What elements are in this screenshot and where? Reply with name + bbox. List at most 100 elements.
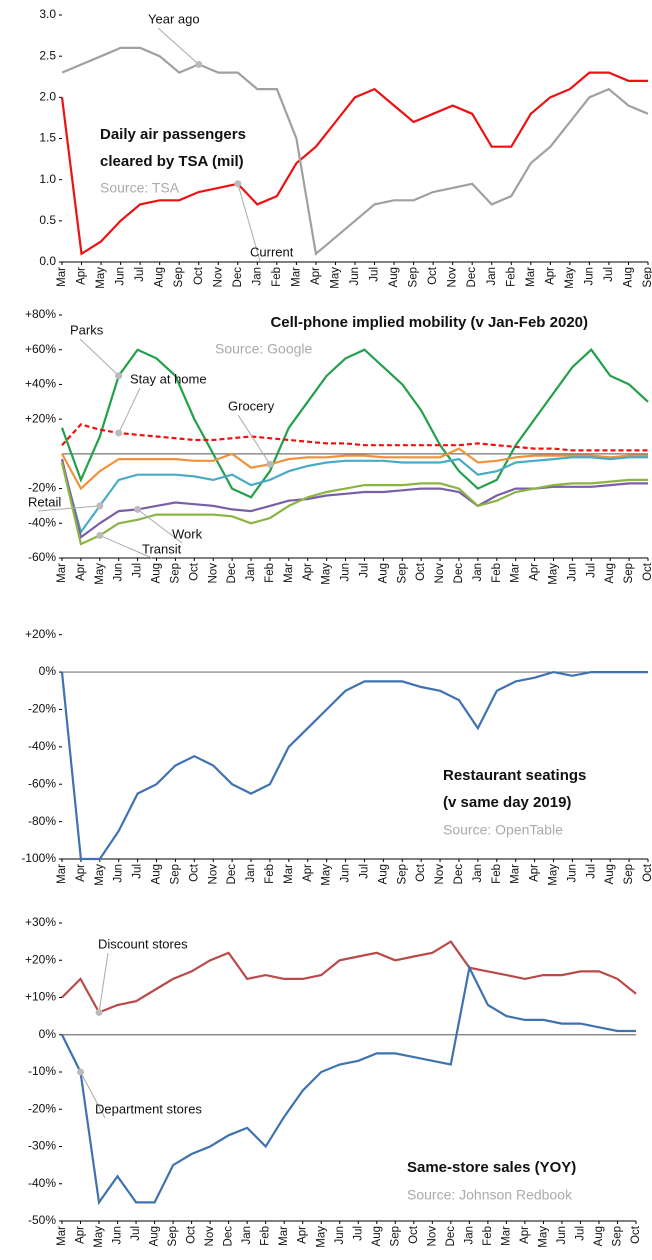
x-tick-label: Dec bbox=[226, 563, 238, 584]
chart-source: Source: TSA bbox=[100, 180, 180, 196]
x-tick-label: Sep bbox=[396, 864, 408, 884]
chart-source: Source: OpenTable bbox=[443, 822, 563, 838]
y-tick-label: 1.5 bbox=[39, 131, 56, 145]
chart-source: Source: Google bbox=[215, 341, 312, 357]
y-tick-label: 2.5 bbox=[39, 48, 56, 62]
x-tick-label: Nov bbox=[434, 563, 446, 584]
chart-title: cleared by TSA (mil) bbox=[100, 153, 244, 170]
callout-dot bbox=[234, 180, 242, 188]
y-tick-label: -60% bbox=[28, 776, 56, 790]
series-line bbox=[61, 447, 648, 491]
callout-line bbox=[80, 1071, 106, 1119]
callout-dot bbox=[195, 60, 203, 68]
x-tick-label: Aug bbox=[388, 267, 400, 287]
series-label: Discount stores bbox=[98, 936, 188, 951]
x-tick-label: Aug bbox=[371, 1226, 383, 1246]
x-tick-label: Sep bbox=[612, 1226, 624, 1246]
x-tick-label: Dec bbox=[445, 1226, 457, 1247]
x-tick-label: Nov bbox=[207, 563, 219, 584]
callout-line bbox=[157, 27, 200, 65]
x-tick-label: Oct bbox=[193, 266, 205, 285]
chart-title: Restaurant seatings bbox=[443, 767, 586, 784]
x-tick-label: Aug bbox=[151, 864, 163, 884]
series-line bbox=[61, 964, 636, 1206]
x-tick-label: Oct bbox=[630, 1225, 642, 1244]
series-line bbox=[61, 423, 648, 452]
x-tick-label: Feb bbox=[260, 1226, 272, 1246]
x-tick-label: Oct bbox=[188, 562, 200, 581]
x-tick-label: Apr bbox=[310, 267, 322, 285]
x-tick-label: Dec bbox=[453, 563, 465, 584]
x-tick-label: May bbox=[321, 864, 333, 886]
series-line bbox=[60, 348, 649, 499]
x-tick-label: Mar bbox=[56, 563, 68, 583]
x-tick-label: Jul bbox=[132, 563, 144, 578]
chart-title: Cell-phone implied mobility (v Jan-Feb 2… bbox=[270, 314, 588, 331]
x-tick-label: Jun bbox=[556, 1226, 568, 1245]
y-tick-label: +40% bbox=[25, 377, 56, 391]
y-tick-label: 0.5 bbox=[39, 213, 56, 227]
x-tick-label: Jul bbox=[358, 864, 370, 879]
x-tick-label: May bbox=[564, 267, 576, 289]
x-tick-label: Jan bbox=[486, 267, 498, 286]
y-tick-label: -20% bbox=[28, 1101, 56, 1115]
x-tick-label: Jun bbox=[334, 1226, 346, 1245]
series-label: Year ago bbox=[148, 11, 200, 26]
y-tick-label: -20% bbox=[28, 481, 56, 495]
y-tick-label: -100% bbox=[21, 851, 56, 865]
x-tick-label: Apr bbox=[76, 267, 88, 285]
y-tick-label: 0.0 bbox=[39, 254, 56, 268]
x-tick-label: Aug bbox=[604, 864, 616, 884]
x-tick-label: Feb bbox=[482, 1226, 494, 1246]
callout-line bbox=[98, 952, 109, 1013]
x-tick-label: Mar bbox=[525, 267, 537, 287]
x-tick-label: Jun bbox=[349, 267, 361, 286]
callout-line bbox=[137, 509, 183, 544]
x-tick-label: Apr bbox=[302, 864, 314, 882]
callout-line bbox=[237, 183, 261, 262]
y-tick-label: +60% bbox=[25, 342, 56, 356]
x-tick-label: Aug bbox=[604, 563, 616, 583]
chart-title: Same-store sales (YOY) bbox=[407, 1159, 576, 1176]
x-tick-label: Mar bbox=[290, 267, 302, 287]
x-tick-label: Feb bbox=[271, 267, 283, 287]
y-tick-label: +80% bbox=[25, 307, 56, 321]
x-tick-label: Nov bbox=[207, 864, 219, 885]
y-tick-label: 3.0 bbox=[39, 7, 56, 21]
callout-dot bbox=[266, 460, 274, 468]
chart-title: (v same day 2019) bbox=[443, 794, 571, 811]
callout-dot bbox=[134, 505, 142, 513]
callout-line bbox=[118, 387, 141, 434]
series-line bbox=[60, 456, 648, 535]
x-tick-label: Mar bbox=[283, 563, 295, 583]
x-tick-label: Jun bbox=[583, 267, 595, 286]
x-tick-label: Oct bbox=[188, 863, 200, 882]
series-label: Transit bbox=[142, 541, 182, 556]
x-tick-label: Jun bbox=[113, 563, 125, 582]
x-tick-label: Aug bbox=[154, 267, 166, 287]
x-tick-label: Jul bbox=[574, 1226, 586, 1241]
x-tick-label: Jun bbox=[113, 864, 125, 883]
y-tick-label: -10% bbox=[28, 1064, 56, 1078]
x-tick-label: Jul bbox=[130, 1226, 142, 1241]
y-tick-label: 0% bbox=[39, 1027, 57, 1041]
x-tick-label: Aug bbox=[149, 1226, 161, 1246]
x-tick-label: Jan bbox=[245, 864, 257, 883]
x-tick-label: Jan bbox=[463, 1226, 475, 1245]
y-tick-label: -20% bbox=[28, 702, 56, 716]
x-tick-label: Mar bbox=[56, 1226, 68, 1246]
x-tick-label: Feb bbox=[505, 267, 517, 287]
x-tick-label: Sep bbox=[167, 1226, 179, 1246]
x-tick-label: Dec bbox=[226, 864, 238, 885]
x-tick-label: Dec bbox=[453, 864, 465, 885]
x-tick-label: Sep bbox=[169, 864, 181, 884]
x-tick-label: Nov bbox=[204, 1226, 216, 1247]
callout-line bbox=[37, 505, 100, 512]
x-tick-label: Aug bbox=[622, 267, 634, 287]
x-tick-label: Sep bbox=[408, 267, 420, 287]
x-tick-label: Nov bbox=[447, 267, 459, 288]
x-tick-label: Mar bbox=[278, 1226, 290, 1246]
x-tick-label: Oct bbox=[642, 562, 652, 581]
x-tick-label: Feb bbox=[491, 563, 503, 583]
